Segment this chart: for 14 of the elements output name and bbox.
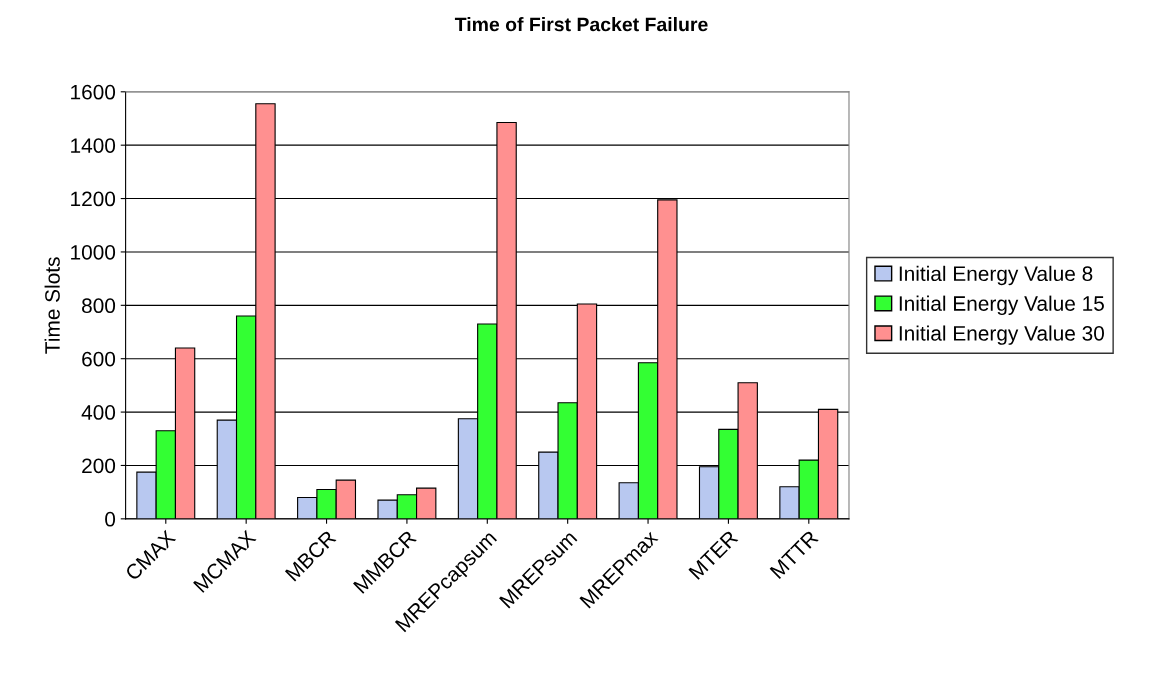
y-tick-label: 1200 xyxy=(71,191,116,207)
y-tick-label: 1000 xyxy=(71,244,116,260)
legend-label: Initial Energy Value 30 xyxy=(899,325,1104,345)
y-tick-label: 200 xyxy=(82,458,116,474)
y-tick-label: 800 xyxy=(82,298,116,314)
legend-label: Initial Energy Value 8 xyxy=(899,265,1093,286)
y-tick-label: 600 xyxy=(82,351,116,367)
y-tick-label: 400 xyxy=(81,405,116,420)
y-tick-label: 1600 xyxy=(71,84,116,100)
y-tick-label: 1400 xyxy=(71,138,116,153)
y-tick-label: 0 xyxy=(105,511,116,527)
chart-title: Time of First Packet Failure xyxy=(454,17,708,32)
y-axis-title: Time Slots xyxy=(44,257,60,354)
legend-label: Initial Energy Value 15 xyxy=(899,295,1104,316)
